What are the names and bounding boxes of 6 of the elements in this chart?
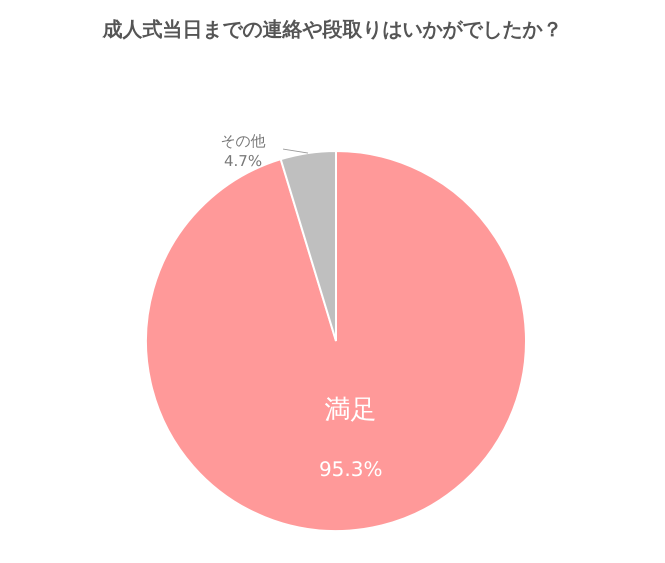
slice-label: 満足	[324, 394, 377, 425]
data-label: 95.3%	[318, 456, 382, 481]
data-label: 4.7%	[224, 152, 262, 170]
chart-title: 成人式当日までの連絡や段取りはいかがでしたか？	[102, 17, 562, 41]
slice-label: その他	[220, 132, 266, 150]
pie-slice	[145, 150, 527, 532]
